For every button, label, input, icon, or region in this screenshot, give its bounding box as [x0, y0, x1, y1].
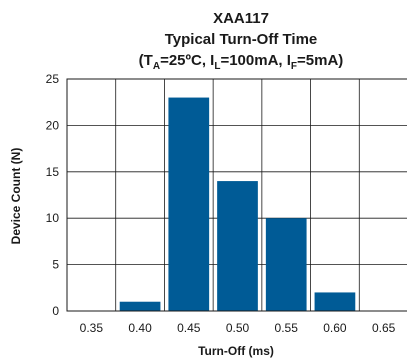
plot-area: 0 5 10 15 20 25 0.35 0.40 0.45 0.50 0.55 0.60 0.65	[46, 72, 407, 335]
chart-subtitle: Typical Turn-Off Time	[165, 31, 318, 48]
y-tick-label: 15	[46, 165, 60, 179]
bar-0.40	[119, 301, 161, 311]
bar-0.50	[217, 181, 258, 311]
y-tick-label: 10	[46, 211, 60, 225]
x-tick-label: 0.55	[275, 321, 299, 335]
y-tick-label: 20	[46, 118, 60, 132]
plot-border	[66, 78, 407, 312]
x-tick-label: 0.40	[128, 321, 152, 335]
y-axis-label: Device Count (N)	[9, 148, 23, 245]
x-tick-label: 0.45	[177, 321, 201, 335]
bar-0.55	[265, 218, 307, 311]
x-tick-label: 0.35	[80, 321, 104, 335]
chart-conditions: (TA=25ºC, IL=100mA, IF=5mA)	[139, 52, 344, 72]
x-tick-label: 0.65	[372, 321, 396, 335]
x-tick-label: 0.50	[226, 321, 250, 335]
y-tick-label: 25	[46, 72, 60, 86]
y-tick-label: 0	[52, 304, 59, 318]
chart-title: XAA117	[213, 10, 269, 27]
x-axis-label: Turn-Off (ms)	[198, 344, 274, 358]
bar-0.60	[314, 292, 356, 311]
y-tick-label: 5	[52, 258, 59, 272]
x-tick-label: 0.60	[323, 321, 347, 335]
bar-0.45	[168, 97, 210, 311]
